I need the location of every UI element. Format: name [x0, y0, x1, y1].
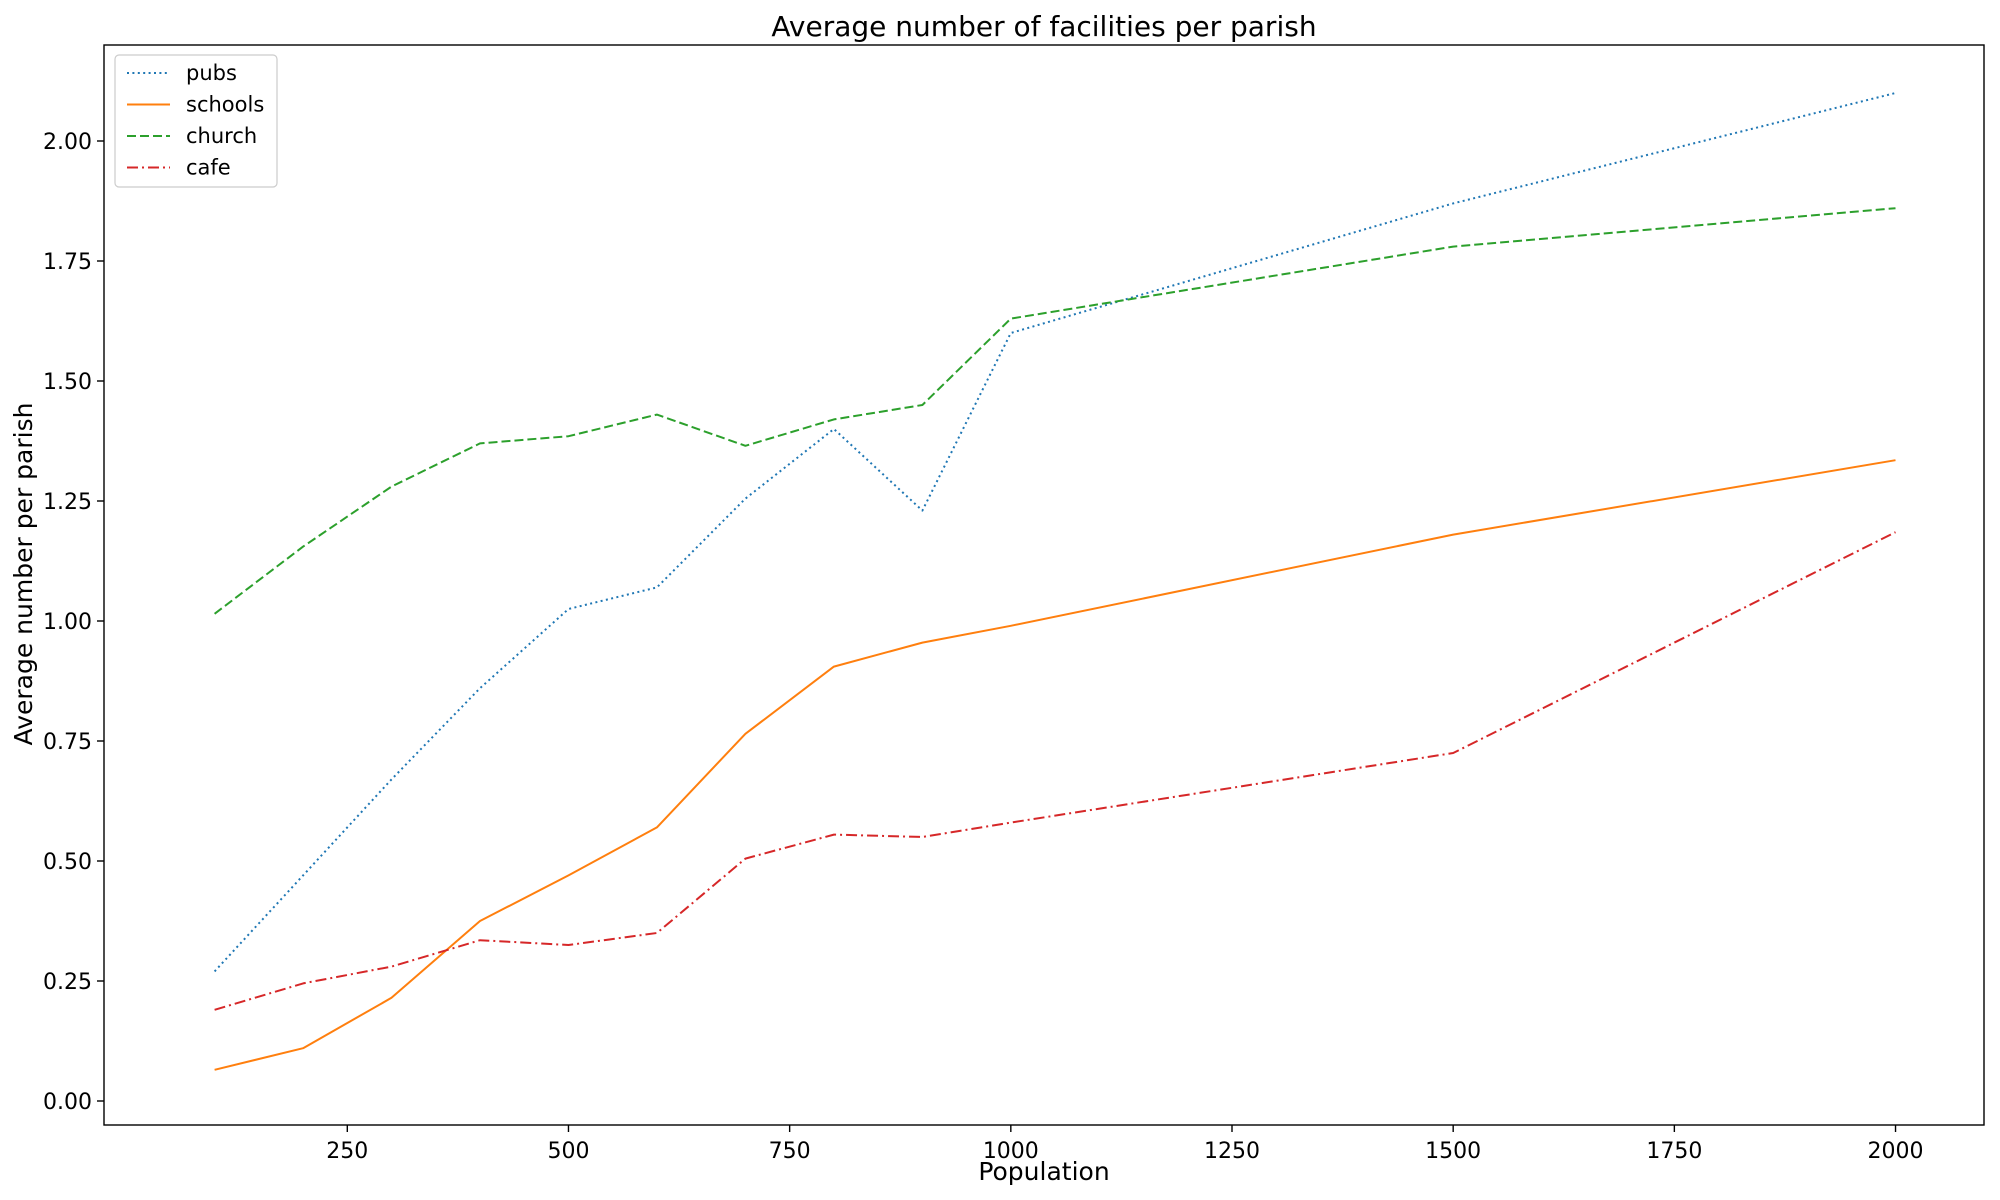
series-line-pubs [213, 92, 1896, 973]
x-tick-label: 500 [547, 1139, 589, 1164]
chart-title: Average number of facilities per parish [771, 10, 1316, 43]
legend-label-cafe: cafe [186, 156, 231, 180]
x-tick-label: 2000 [1868, 1139, 1924, 1164]
legend-box [114, 54, 278, 188]
x-tick-label: 1500 [1425, 1139, 1481, 1164]
series-line-church [213, 207, 1896, 615]
legend-label-church: church [186, 124, 257, 148]
x-axis: 250 500 750 1000 1250 1500 1750 2000 [326, 1125, 1924, 1164]
x-tick-label: 250 [326, 1139, 368, 1164]
series-line-schools [214, 459, 1896, 1071]
x-tick-label: 750 [769, 1139, 811, 1164]
y-tick-label: 1.25 [43, 490, 92, 515]
y-axis: 0.00 0.25 0.50 0.75 1.00 1.25 1.50 1.75 2.00 [43, 130, 104, 1115]
legend-label-pubs: pubs [186, 61, 237, 85]
y-tick-label: 0.50 [43, 850, 92, 875]
series-line-cafe [214, 531, 1896, 1011]
plot-frame [103, 44, 1985, 1126]
y-axis-label: Average number per parish [9, 403, 38, 746]
legend: pubs schools church cafe [114, 54, 278, 188]
y-tick-label: 1.00 [43, 610, 92, 635]
x-tick-label: 1000 [983, 1139, 1039, 1164]
x-axis-label: Population [978, 1157, 1109, 1186]
legend-label-schools: schools [186, 93, 264, 117]
x-tick-label: 1750 [1646, 1139, 1702, 1164]
y-tick-label: 1.50 [43, 370, 92, 395]
y-tick-label: 0.75 [43, 730, 92, 755]
y-tick-label: 0.25 [43, 970, 92, 995]
y-tick-label: 1.75 [43, 250, 92, 275]
y-tick-label: 2.00 [43, 130, 92, 155]
x-tick-label: 1250 [1204, 1139, 1260, 1164]
plot-area [213, 92, 1896, 1071]
y-tick-label: 0.00 [43, 1090, 92, 1115]
